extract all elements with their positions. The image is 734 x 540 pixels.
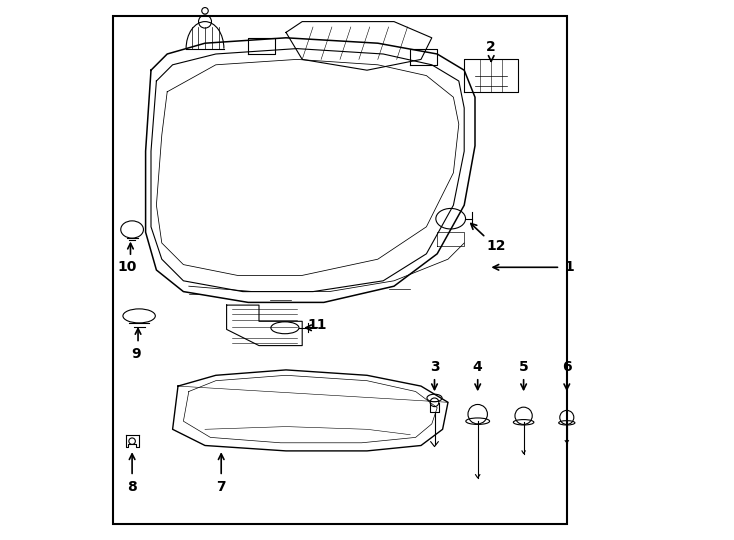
Text: 7: 7 [217, 480, 226, 494]
Text: 3: 3 [429, 360, 440, 374]
Text: 12: 12 [487, 239, 506, 253]
Bar [113, 16, 567, 524]
Text: 9: 9 [131, 347, 141, 361]
Text: 8: 8 [127, 480, 137, 494]
Text: 5: 5 [519, 360, 528, 374]
Text: 6: 6 [562, 360, 572, 374]
Text: 10: 10 [117, 260, 137, 274]
Text: 1: 1 [564, 260, 575, 274]
Text: 11: 11 [307, 318, 327, 332]
Text: 2: 2 [487, 40, 496, 54]
Text: 4: 4 [473, 360, 482, 374]
